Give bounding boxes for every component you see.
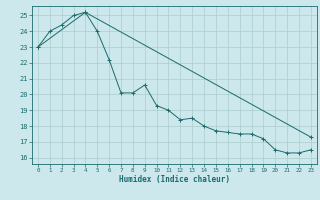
- X-axis label: Humidex (Indice chaleur): Humidex (Indice chaleur): [119, 175, 230, 184]
